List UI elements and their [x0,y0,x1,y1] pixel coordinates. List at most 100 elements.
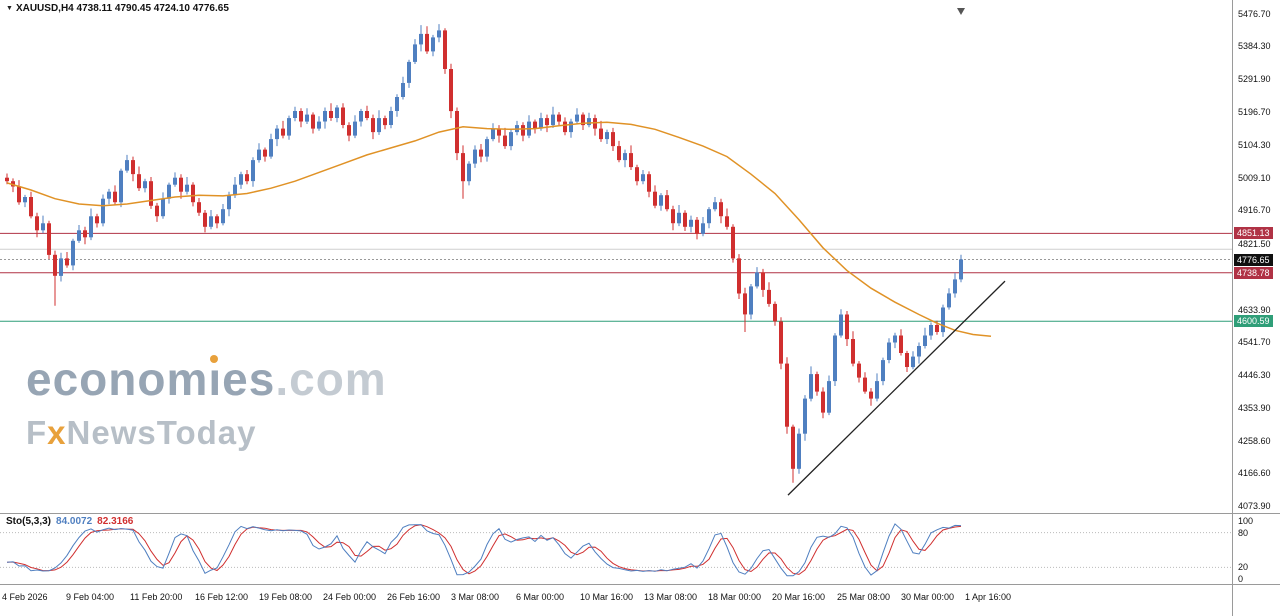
candle-body [947,293,951,308]
candle-body [605,132,609,140]
candle-body [209,216,213,227]
candle-body [23,197,27,203]
candle-body [233,184,237,196]
candle-body [491,128,495,140]
candle-body [383,118,387,126]
price-level-badge: 4600.59 [1234,315,1273,327]
time-label: 20 Mar 16:00 [772,592,826,602]
candle-body [155,205,159,217]
price-level-badge: 4738.78 [1234,267,1273,279]
indicator-name: Sto(5,3,3) [6,516,52,527]
candle-body [749,286,753,315]
candle-body [263,149,267,157]
candle-body [239,174,243,185]
candle-body [779,321,783,364]
time-label: 18 Mar 00:00 [708,592,762,602]
candle-body [941,307,945,333]
price-axis[interactable]: 5476.70 5384.30 5291.90 5196.70 5104.30 5009.… [1232,0,1280,616]
candle-body [251,160,255,182]
symbol-ohlc-text: XAUUSD,H4 4738.11 4790.45 4724.10 4776.6… [15,3,229,14]
candle-body [725,216,729,227]
watermark-text: es [222,353,276,405]
candle-body [803,398,807,434]
candle-body [443,30,447,69]
watermark-com-suffix: .com [275,353,387,405]
candle-body [437,30,441,38]
time-label: 3 Mar 08:00 [451,592,500,602]
moving-average-line[interactable] [6,121,992,337]
candle-body [935,325,939,332]
candle-body [635,167,639,182]
candle-body [905,353,909,367]
candle-body [575,114,579,122]
time-label: 1 Apr 16:00 [965,592,1012,602]
candle-body [737,258,741,294]
candle-body [845,314,849,340]
candle-body [683,212,687,227]
candle-body [713,202,717,210]
candle-body [551,114,555,126]
candle-body [125,160,129,171]
candle-body [563,121,567,133]
time-label: 4 Feb 2026 [2,592,48,602]
price-tick: 4073.90 [1238,501,1271,511]
stochastic-panel-canvas[interactable] [0,514,1232,584]
candle-body [653,191,657,206]
candle-body [827,381,831,413]
candle-body [449,69,453,112]
candle-body [191,184,195,203]
candle-body [149,181,153,206]
candle-body [299,111,303,122]
candle-body [221,209,225,224]
candle-body [119,170,123,203]
time-axis[interactable]: 4 Feb 2026 9 Feb 04:00 11 Feb 20:00 16 Feb … [0,585,1232,616]
watermark-text: F [26,414,48,451]
candle-body [647,174,651,192]
time-label: 16 Feb 12:00 [195,592,249,602]
candle-body [89,216,93,238]
candle-body [659,195,663,206]
candle-body [83,230,87,238]
stochastic-tick: 100 [1238,516,1254,526]
candle-body [959,259,963,280]
candle-body [545,118,549,126]
candle-body [473,149,477,164]
trendline[interactable] [787,280,1006,496]
candle-body [305,114,309,122]
candle-body [533,121,537,129]
candle-body [143,181,147,189]
candle-body [665,195,669,210]
candle-body [899,335,903,353]
candle-body [701,223,705,234]
price-chart-canvas[interactable] [0,0,1232,513]
time-label: 19 Feb 08:00 [259,592,313,602]
watermark-orange-dot-icon [210,355,219,363]
candle-body [137,174,141,189]
candle-body [257,149,261,161]
symbol-info: ▼ XAUUSD,H4 4738.11 4790.45 4724.10 4776.… [6,3,229,14]
scroll-position-marker-icon[interactable] [957,8,965,15]
candle-body [581,114,585,126]
candle-body [407,61,411,83]
candle-body [167,184,171,199]
price-tick: 4916.70 [1238,205,1271,215]
watermark-text: econom [26,353,209,405]
symbol-marker-icon: ▼ [6,5,13,12]
price-tick: 5009.10 [1238,173,1271,183]
stochastic-tick: 80 [1238,528,1249,538]
watermark: economı es.com FxNewsToday [26,352,387,452]
candle-body [431,37,435,52]
watermark-economies: economı es.com [26,352,387,406]
candle-body [497,128,501,136]
candle-body [863,377,867,392]
candle-body [161,198,165,217]
candle-body [887,342,891,360]
price-tick: 4633.90 [1238,305,1271,315]
candle-body [173,177,177,185]
panel-separator[interactable] [0,513,1280,514]
candle-body [11,181,15,187]
candle-body [41,223,45,231]
candle-body [461,153,465,182]
candle-body [791,426,795,469]
